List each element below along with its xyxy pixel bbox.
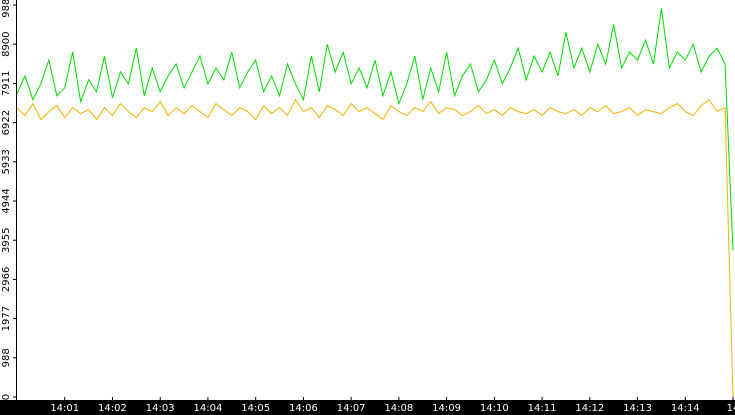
x-tick-label: 14:03	[146, 403, 175, 414]
y-tick-label: 5933	[1, 149, 12, 174]
x-tick-label: 14:06	[289, 403, 318, 414]
x-tick-label: 14:11	[528, 403, 557, 414]
x-tick-label: 14:10	[480, 403, 509, 414]
x-tick-label: 14:05	[241, 403, 270, 414]
x-tick-label: 14:01	[50, 403, 79, 414]
x-tick-label: 14:08	[384, 403, 413, 414]
y-tick-label: 4944	[1, 188, 12, 213]
y-tick-label: 7911	[1, 71, 12, 96]
y-tick-label: 8900	[1, 31, 12, 56]
series-line	[16, 98, 734, 398]
y-tick-label: 1977	[1, 306, 12, 331]
x-tick-label: 14:07	[337, 403, 366, 414]
y-tick-label: 0	[1, 394, 12, 400]
series-line	[16, 8, 734, 251]
y-tick-label: 9889	[1, 0, 12, 18]
x-tick-label: 14:12	[575, 403, 604, 414]
x-tick-label: 14:09	[432, 403, 461, 414]
x-axis-band	[0, 400, 735, 415]
x-tick-label: 14:13	[623, 403, 652, 414]
y-tick-label: 3955	[1, 227, 12, 252]
x-tick-label: 14:04	[194, 403, 223, 414]
y-tick-label: 988	[1, 348, 12, 367]
x-tick-label: 14	[727, 403, 735, 414]
x-tick-label: 14:02	[98, 403, 127, 414]
x-tick-label: 14:14	[671, 403, 700, 414]
y-tick-label: 2966	[1, 267, 12, 292]
y-tick-label: 6922	[1, 110, 12, 135]
